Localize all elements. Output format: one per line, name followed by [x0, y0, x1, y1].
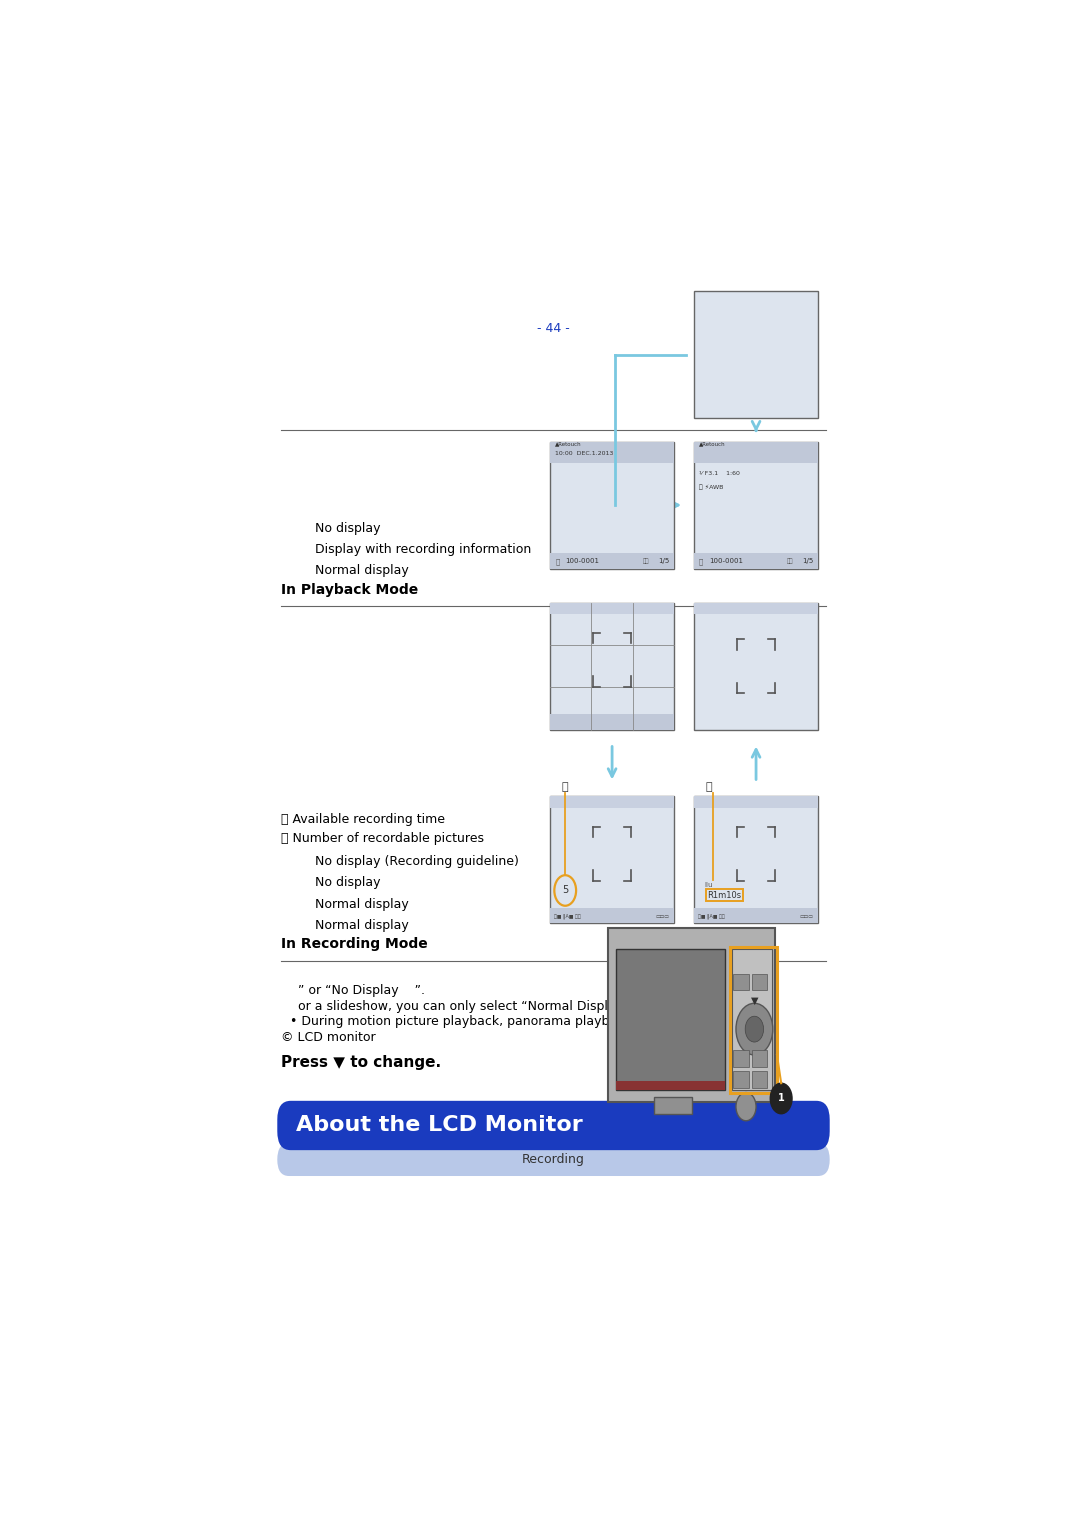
Bar — [694, 797, 818, 809]
Text: 10:00  DEC.1.2013: 10:00 DEC.1.2013 — [555, 450, 613, 456]
Text: Normal display: Normal display — [315, 897, 408, 911]
Text: Normal display: Normal display — [315, 563, 408, 577]
Text: Press ▼ to change.: Press ▼ to change. — [282, 1054, 442, 1070]
Circle shape — [770, 1083, 792, 1114]
FancyBboxPatch shape — [278, 1100, 829, 1151]
Circle shape — [735, 1003, 773, 1054]
Text: 100-0001: 100-0001 — [565, 559, 599, 565]
Text: or a slideshow, you can only select “Normal Display: or a slideshow, you can only select “Nor… — [289, 1000, 623, 1013]
Text: - 44 -: - 44 - — [537, 322, 570, 334]
Bar — [733, 1050, 748, 1067]
Bar — [732, 949, 772, 1090]
Bar — [617, 949, 725, 1090]
Text: No display: No display — [315, 522, 380, 534]
Bar — [694, 291, 818, 418]
Text: ⬜⬜: ⬜⬜ — [643, 559, 649, 565]
Text: ▭▭▭: ▭▭▭ — [656, 914, 670, 919]
Text: ▲Retouch: ▲Retouch — [699, 441, 726, 447]
Text: In Recording Mode: In Recording Mode — [282, 937, 429, 952]
Text: In Playback Mode: In Playback Mode — [282, 583, 419, 597]
Text: ▼: ▼ — [751, 996, 758, 1006]
Bar — [694, 603, 818, 615]
Text: • During motion picture playback, panorama playback: • During motion picture playback, panora… — [289, 1015, 631, 1029]
Bar — [694, 441, 818, 569]
Bar — [694, 908, 818, 923]
Text: R1m10s: R1m10s — [707, 891, 742, 900]
Bar — [730, 946, 777, 1093]
Text: No display: No display — [315, 876, 380, 890]
Text: Normal display: Normal display — [315, 919, 408, 932]
Bar — [550, 441, 674, 569]
Text: No display (Recording guideline): No display (Recording guideline) — [315, 855, 518, 868]
Bar — [653, 1097, 691, 1114]
Text: 1/5: 1/5 — [658, 559, 669, 565]
Text: ⬜■ ‖A■ ⬜⬜: ⬜■ ‖A■ ⬜⬜ — [699, 914, 725, 919]
Text: 5: 5 — [562, 885, 568, 896]
Text: Recording: Recording — [522, 1154, 585, 1166]
Text: ▲Retouch: ▲Retouch — [555, 441, 582, 447]
Bar — [550, 603, 674, 615]
Text: ⬜: ⬜ — [555, 559, 559, 565]
Text: 100-0001: 100-0001 — [710, 559, 743, 565]
Bar — [550, 797, 674, 923]
Text: ⓔ: ⓔ — [706, 783, 713, 792]
Bar — [694, 797, 818, 923]
Text: ⬜⬜: ⬜⬜ — [786, 559, 793, 565]
Text: ⬜ ⚡AWB: ⬜ ⚡AWB — [699, 484, 724, 490]
Text: Display with recording information: Display with recording information — [315, 543, 531, 555]
Text: ⬜■ ‖A■ ⬜⬜: ⬜■ ‖A■ ⬜⬜ — [554, 914, 581, 919]
Bar — [694, 603, 818, 729]
Bar — [550, 714, 674, 729]
Text: 1/5: 1/5 — [801, 559, 813, 565]
Text: ⓓ: ⓓ — [562, 783, 568, 792]
Circle shape — [735, 1093, 756, 1120]
Circle shape — [745, 1016, 764, 1042]
Bar — [550, 554, 674, 569]
Text: ⬜: ⬜ — [699, 559, 703, 565]
Text: llu: llu — [704, 882, 713, 888]
Text: 1: 1 — [778, 1094, 784, 1103]
Text: © LCD monitor: © LCD monitor — [282, 1032, 376, 1044]
Bar — [752, 974, 767, 990]
Text: About the LCD Monitor: About the LCD Monitor — [296, 1116, 582, 1135]
Bar — [550, 908, 674, 923]
Bar — [733, 974, 748, 990]
Bar — [550, 797, 674, 809]
Bar — [550, 441, 674, 462]
Bar — [608, 928, 775, 1102]
Bar — [550, 603, 674, 729]
Text: ” or “No Display    ”.: ” or “No Display ”. — [289, 984, 424, 998]
FancyBboxPatch shape — [278, 1143, 829, 1177]
Text: ▭▭▭: ▭▭▭ — [800, 914, 814, 919]
Bar — [733, 1071, 748, 1088]
Bar — [694, 554, 818, 569]
Bar — [752, 1050, 767, 1067]
Bar — [694, 441, 818, 462]
Bar — [617, 1080, 725, 1090]
Bar — [752, 1071, 767, 1088]
Text: ⅟ F3.1    1:60: ⅟ F3.1 1:60 — [699, 472, 740, 476]
Text: ⓓ Number of recordable pictures: ⓓ Number of recordable pictures — [282, 832, 485, 845]
Text: ⓔ Available recording time: ⓔ Available recording time — [282, 813, 445, 826]
